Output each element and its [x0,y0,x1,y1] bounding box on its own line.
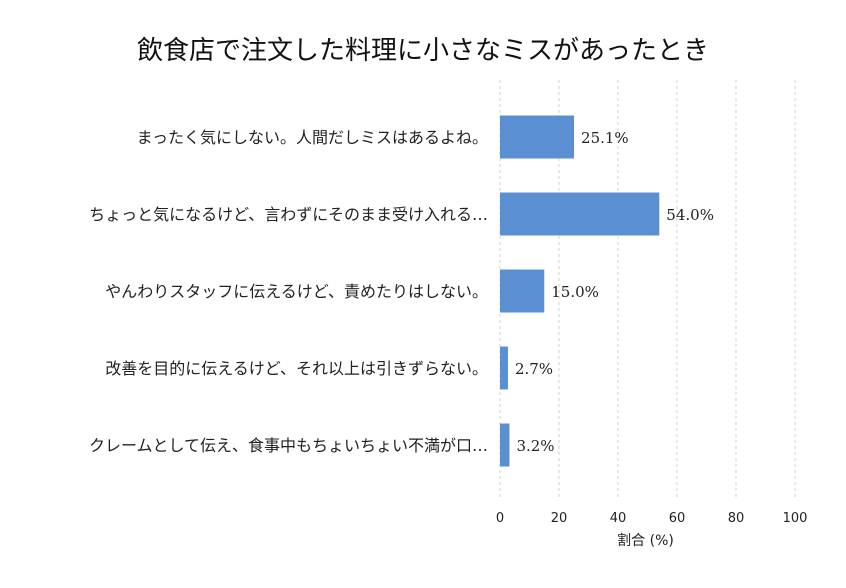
tick-label-x: 0 [496,511,504,526]
chart-title: 飲食店で注文した料理に小さなミスがあったとき [136,36,709,66]
category-label: 改善を目的に伝えるけど、それ以上は引きずらない。 [105,359,488,378]
bar [500,269,545,313]
tick-label-x: 40 [610,511,627,526]
tick-label-x: 60 [669,511,686,526]
value-label: 25.1% [581,129,629,147]
tick-label-x: 20 [551,511,568,526]
bar [500,423,510,467]
bar [500,346,508,390]
bar [500,115,575,159]
category-label: やんわりスタッフに伝えるけど、責めたりはしない。 [105,282,488,301]
value-label: 15.0% [551,283,599,301]
tick-label-x: 100 [783,511,808,526]
tick-label-x: 80 [728,511,745,526]
category-label: ちょっと気になるけど、言わずにそのまま受け入れる… [89,205,488,224]
category-label: クレームとして伝え、食事中もちょいちょい不満が口… [89,436,488,455]
value-label: 54.0% [666,206,714,224]
bar [500,192,660,236]
value-label: 3.2% [516,437,554,455]
category-label: まったく気にしない。人間だしミスはあるよね。 [137,128,488,147]
x-axis-title: 割合 (%) [617,532,674,549]
value-label: 2.7% [515,360,553,378]
